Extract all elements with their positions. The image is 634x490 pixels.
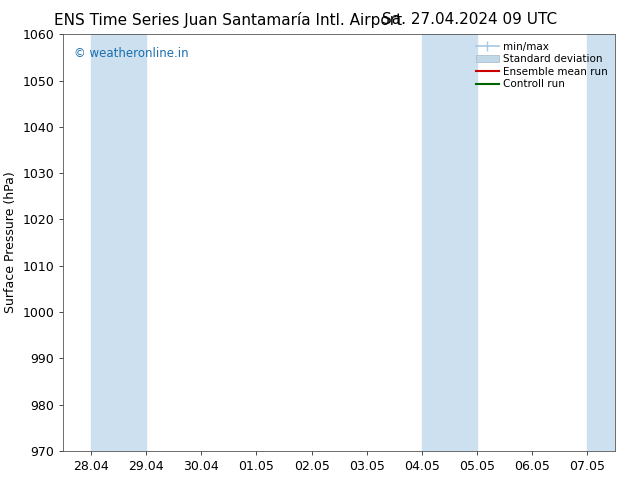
Bar: [91, 34, 146, 451]
Text: ENS Time Series Juan Santamaría Intl. Airport: ENS Time Series Juan Santamaría Intl. Ai…: [54, 12, 403, 28]
Text: Sa. 27.04.2024 09 UTC: Sa. 27.04.2024 09 UTC: [382, 12, 557, 27]
Legend: min/max, Standard deviation, Ensemble mean run, Controll run: min/max, Standard deviation, Ensemble me…: [472, 37, 612, 94]
Bar: [588, 34, 634, 451]
Bar: [422, 34, 477, 451]
Text: © weatheronline.in: © weatheronline.in: [74, 47, 189, 60]
Y-axis label: Surface Pressure (hPa): Surface Pressure (hPa): [4, 172, 17, 314]
